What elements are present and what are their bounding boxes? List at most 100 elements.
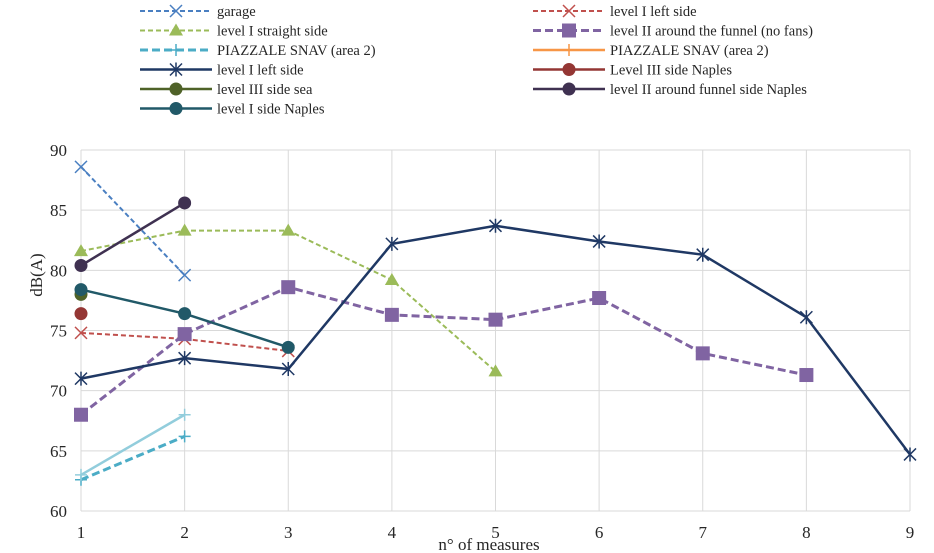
legend-marker (563, 44, 575, 56)
data-point (74, 407, 88, 422)
legend-marker (562, 23, 576, 38)
legend-marker (169, 102, 183, 115)
series-12 (75, 408, 191, 481)
data-point (592, 234, 606, 249)
x-tick-label: 6 (595, 523, 604, 542)
data-point (74, 326, 88, 340)
y-axis-ticks: 60 65 70 75 80 85 90 (50, 141, 67, 521)
data-point (178, 268, 192, 282)
series-10 (74, 196, 192, 273)
legend-label: Level III side Naples (610, 63, 732, 79)
data-point (178, 408, 191, 421)
data-point (592, 291, 607, 306)
legend-marker (169, 4, 183, 18)
series-layer (74, 160, 917, 486)
data-point (281, 280, 296, 295)
data-point (178, 307, 192, 321)
x-tick-label: 3 (284, 523, 293, 542)
legend-label: garage (217, 4, 256, 20)
data-point (384, 272, 399, 285)
legend-label: level III side sea (217, 82, 313, 98)
y-tick-label: 85 (50, 201, 67, 220)
data-point (281, 362, 295, 377)
legend-item: level I left side (533, 4, 697, 20)
legend-item: Level III side Naples (533, 63, 732, 79)
legend-label: level II around funnel side Naples (610, 82, 807, 98)
series-3 (74, 223, 503, 377)
data-point (74, 307, 88, 321)
legend-item: level II around the funnel (no fans) (533, 23, 813, 40)
x-tick-label: 1 (77, 523, 86, 542)
data-point (281, 223, 296, 236)
series-1 (74, 160, 192, 282)
data-point (74, 283, 88, 297)
legend-marker (170, 44, 182, 56)
legend-marker (562, 82, 576, 96)
x-axis-label: n° of measures (438, 535, 539, 553)
x-axis-ticks: 1 2 3 4 5 6 7 8 9 (77, 523, 915, 542)
data-point (74, 259, 88, 273)
data-point (177, 223, 192, 236)
data-point (799, 368, 814, 383)
legend-label: level I straight side (217, 24, 328, 40)
legend-item: level I left side (140, 62, 304, 79)
legend-label: level I left side (217, 63, 304, 79)
y-tick-label: 80 (50, 261, 67, 280)
x-tick-label: 7 (699, 523, 708, 542)
series-8 (74, 307, 88, 321)
data-point (281, 340, 295, 354)
data-point (177, 327, 192, 342)
legend-item: level II around funnel side Naples (533, 82, 807, 98)
x-tick-label: 9 (906, 523, 915, 542)
data-point (488, 218, 503, 233)
data-point (74, 371, 88, 386)
data-point (384, 307, 399, 322)
series-7 (74, 218, 917, 462)
legend-marker (562, 4, 576, 18)
series-line (80, 331, 289, 352)
data-point (178, 196, 192, 210)
legend-item: level III side sea (140, 82, 313, 98)
series-11 (74, 283, 295, 354)
data-point (696, 247, 710, 262)
data-point (75, 468, 87, 481)
series-line (80, 166, 186, 276)
legend-item: garage (140, 4, 256, 20)
legend-label: PIAZZALE SNAV (area 2) (217, 43, 376, 59)
x-tick-label: 2 (180, 523, 189, 542)
legend-marker (562, 63, 576, 76)
legend-label: PIAZZALE SNAV (area 2) (610, 43, 769, 59)
data-point (488, 364, 503, 377)
data-point (488, 312, 503, 327)
data-point (799, 310, 813, 325)
x-tick-label: 8 (802, 523, 811, 542)
legend-label: level I side Naples (217, 102, 325, 118)
series-line (80, 285, 807, 416)
y-axis-label: dB(A) (27, 253, 46, 296)
legend-item: PIAZZALE SNAV (area 2) (533, 43, 769, 59)
x-tick-label: 5 (491, 523, 500, 542)
legend: garage level I left side level I straight… (140, 4, 813, 118)
series-line (80, 413, 186, 476)
legend-label: level II around the funnel (no fans) (610, 24, 813, 40)
data-point (903, 447, 917, 462)
data-point (74, 244, 88, 257)
legend-marker (169, 23, 183, 36)
legend-item: level I straight side (140, 23, 328, 40)
legend-item: level I side Naples (140, 102, 325, 118)
data-point (178, 351, 192, 366)
legend-item: PIAZZALE SNAV (area 2) (140, 43, 376, 59)
series-4 (74, 280, 814, 422)
legend-marker (169, 62, 183, 77)
legend-marker (169, 82, 183, 96)
data-point (385, 236, 399, 251)
series-line (80, 435, 186, 482)
y-tick-label: 90 (50, 141, 67, 160)
y-tick-label: 60 (50, 502, 67, 521)
y-tick-label: 70 (50, 382, 67, 401)
data-point (178, 430, 191, 443)
x-tick-label: 4 (388, 523, 397, 542)
data-point (695, 346, 710, 361)
y-tick-label: 75 (50, 322, 67, 341)
